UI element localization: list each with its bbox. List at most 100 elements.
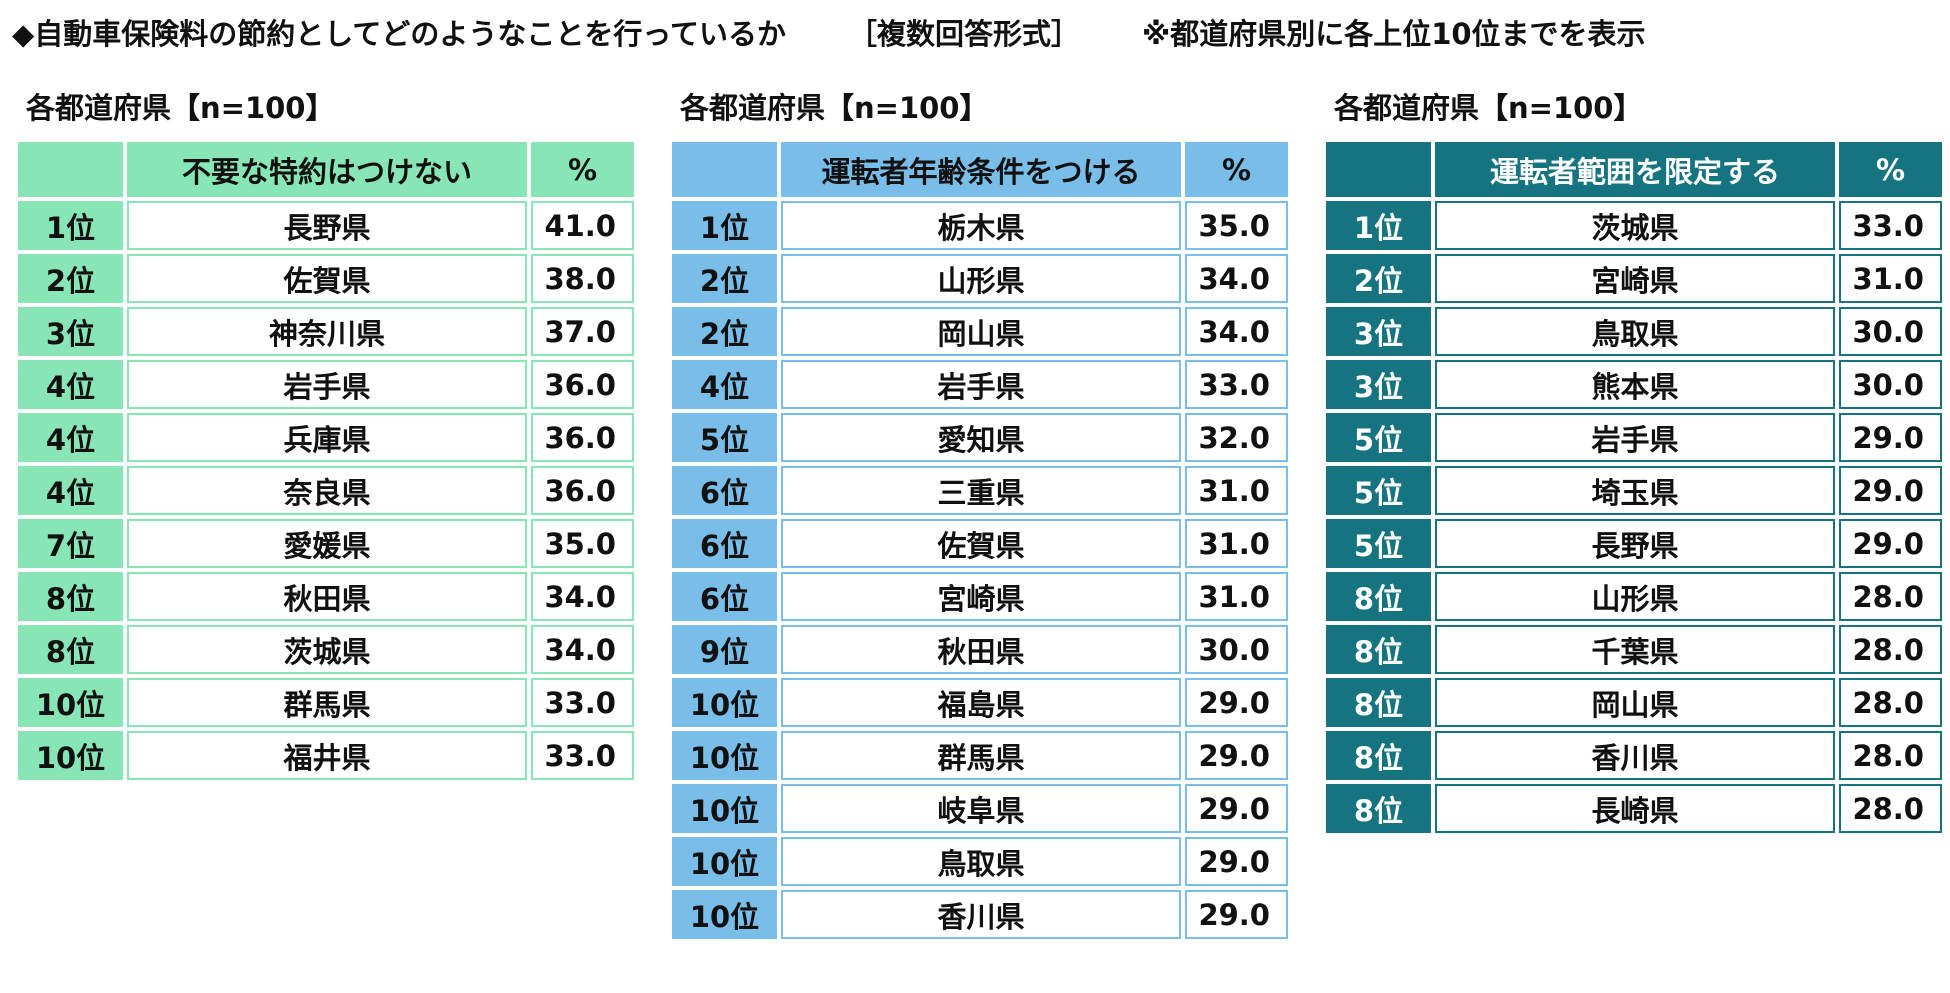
table-row: 10位 福島県 29.0 <box>672 678 1288 727</box>
prefecture-cell: 岩手県 <box>1435 413 1835 462</box>
page-header: ◆自動車保険料の節約としてどのようなことを行っているか ［複数回答形式］ ※都道… <box>12 10 1646 54</box>
prefecture-cell: 秋田県 <box>781 625 1181 674</box>
column-header: 運転者範囲を限定する <box>1435 142 1835 197</box>
percent-header: % <box>1185 142 1288 197</box>
prefecture-cell: 岩手県 <box>127 360 527 409</box>
rank-cell: 4位 <box>18 360 123 409</box>
table-row: 5位 長野県 29.0 <box>1326 519 1942 568</box>
rank-cell: 5位 <box>1326 466 1431 515</box>
prefecture-cell: 岡山県 <box>781 307 1181 356</box>
percent-cell: 35.0 <box>531 519 634 568</box>
rank-cell: 2位 <box>18 254 123 303</box>
table-row: 4位 岩手県 33.0 <box>672 360 1288 409</box>
rank-cell: 10位 <box>18 678 123 727</box>
rank-cell: 8位 <box>1326 731 1431 780</box>
table-row: 10位 香川県 29.0 <box>672 890 1288 939</box>
prefecture-cell: 長崎県 <box>1435 784 1835 833</box>
header-rank-cell <box>18 142 123 197</box>
rank-cell: 2位 <box>672 254 777 303</box>
percent-cell: 33.0 <box>1185 360 1288 409</box>
table-row: 10位 岐阜県 29.0 <box>672 784 1288 833</box>
block-title: 各都道府県【n=100】 <box>26 91 335 125</box>
prefecture-cell: 長野県 <box>127 201 527 250</box>
percent-cell: 31.0 <box>1185 572 1288 621</box>
rank-cell: 9位 <box>672 625 777 674</box>
percent-cell: 29.0 <box>1185 731 1288 780</box>
prefecture-cell: 千葉県 <box>1435 625 1835 674</box>
rank-cell: 8位 <box>1326 784 1431 833</box>
prefecture-cell: 茨城県 <box>127 625 527 674</box>
table-row: 8位 長崎県 28.0 <box>1326 784 1942 833</box>
table-row: 8位 香川県 28.0 <box>1326 731 1942 780</box>
rank-cell: 3位 <box>18 307 123 356</box>
percent-cell: 32.0 <box>1185 413 1288 462</box>
ranking-block-unneeded-riders: 各都道府県【n=100】 不要な特約はつけない% 1位 長野県 41.0 2位 佐賀県 3… <box>14 82 638 784</box>
block-title: 各都道府県【n=100】 <box>680 91 989 125</box>
table-row: 10位 群馬県 33.0 <box>18 678 634 727</box>
percent-cell: 30.0 <box>1839 307 1942 356</box>
ranking-block-driver-age-condition: 各都道府県【n=100】 運転者年齢条件をつける% 1位 栃木県 35.0 2位 山形県… <box>668 82 1292 943</box>
prefecture-cell: 鳥取県 <box>781 837 1181 886</box>
table-row: 2位 岡山県 34.0 <box>672 307 1288 356</box>
prefecture-cell: 長野県 <box>1435 519 1835 568</box>
prefecture-cell: 愛媛県 <box>127 519 527 568</box>
prefecture-cell: 熊本県 <box>1435 360 1835 409</box>
rank-cell: 8位 <box>18 572 123 621</box>
rank-cell: 2位 <box>672 307 777 356</box>
rank-cell: 5位 <box>672 413 777 462</box>
rank-cell: 4位 <box>18 466 123 515</box>
percent-header: % <box>1839 142 1942 197</box>
percent-cell: 29.0 <box>1185 837 1288 886</box>
rank-cell: 6位 <box>672 466 777 515</box>
percent-cell: 38.0 <box>531 254 634 303</box>
table-row: 5位 岩手県 29.0 <box>1326 413 1942 462</box>
percent-cell: 28.0 <box>1839 678 1942 727</box>
rank-cell: 2位 <box>1326 254 1431 303</box>
rank-cell: 8位 <box>18 625 123 674</box>
table-header-row: 不要な特約はつけない% <box>18 142 634 197</box>
table-row: 1位 茨城県 33.0 <box>1326 201 1942 250</box>
percent-cell: 41.0 <box>531 201 634 250</box>
table-row: 3位 神奈川県 37.0 <box>18 307 634 356</box>
prefecture-cell: 愛知県 <box>781 413 1181 462</box>
prefecture-cell: 茨城県 <box>1435 201 1835 250</box>
ranking-block-driver-scope-limit: 各都道府県【n=100】 運転者範囲を限定する% 1位 茨城県 33.0 2位 宮崎県 3… <box>1322 82 1946 837</box>
prefecture-cell: 佐賀県 <box>127 254 527 303</box>
ranking-table: 不要な特約はつけない% 1位 長野県 41.0 2位 佐賀県 38.0 3位 神奈川県 37.0… <box>14 138 638 784</box>
percent-cell: 29.0 <box>1839 466 1942 515</box>
prefecture-cell: 岡山県 <box>1435 678 1835 727</box>
percent-cell: 34.0 <box>531 625 634 674</box>
header-rank-cell <box>672 142 777 197</box>
prefecture-cell: 宮崎県 <box>781 572 1181 621</box>
table-header-row: 運転者年齢条件をつける% <box>672 142 1288 197</box>
prefecture-cell: 栃木県 <box>781 201 1181 250</box>
prefecture-cell: 神奈川県 <box>127 307 527 356</box>
rank-cell: 5位 <box>1326 519 1431 568</box>
table-row: 4位 岩手県 36.0 <box>18 360 634 409</box>
percent-cell: 29.0 <box>1839 413 1942 462</box>
table-row: 9位 秋田県 30.0 <box>672 625 1288 674</box>
prefecture-cell: 群馬県 <box>781 731 1181 780</box>
percent-cell: 34.0 <box>1185 254 1288 303</box>
rank-cell: 1位 <box>672 201 777 250</box>
rank-cell: 10位 <box>672 837 777 886</box>
rank-cell: 6位 <box>672 572 777 621</box>
prefecture-cell: 秋田県 <box>127 572 527 621</box>
prefecture-cell: 岐阜県 <box>781 784 1181 833</box>
table-row: 8位 岡山県 28.0 <box>1326 678 1942 727</box>
percent-cell: 30.0 <box>1839 360 1942 409</box>
percent-cell: 34.0 <box>1185 307 1288 356</box>
percent-cell: 28.0 <box>1839 572 1942 621</box>
rank-cell: 1位 <box>1326 201 1431 250</box>
percent-cell: 33.0 <box>531 678 634 727</box>
table-row: 3位 鳥取県 30.0 <box>1326 307 1942 356</box>
rank-cell: 10位 <box>672 784 777 833</box>
table-header-row: 運転者範囲を限定する% <box>1326 142 1942 197</box>
prefecture-cell: 香川県 <box>781 890 1181 939</box>
table-row: 6位 三重県 31.0 <box>672 466 1288 515</box>
prefecture-cell: 埼玉県 <box>1435 466 1835 515</box>
prefecture-cell: 福島県 <box>781 678 1181 727</box>
rank-cell: 6位 <box>672 519 777 568</box>
percent-cell: 36.0 <box>531 360 634 409</box>
percent-cell: 31.0 <box>1185 519 1288 568</box>
